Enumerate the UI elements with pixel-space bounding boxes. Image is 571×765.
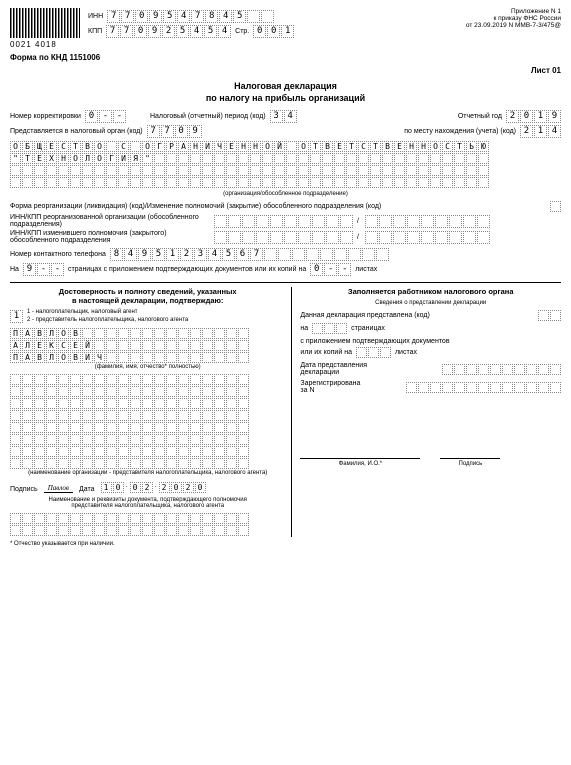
correction-label: Номер корректировки xyxy=(10,113,81,120)
form-code: Форма по КНД 1151006 xyxy=(10,53,561,62)
reg-label: Зарегистрирована за N xyxy=(300,380,360,394)
doc-grid xyxy=(10,513,285,536)
authority-cells: 7709 xyxy=(147,125,202,138)
sheet-num: Лист 01 xyxy=(10,66,561,75)
appendix-text: Приложение N 1 к приказу ФНС России от 2… xyxy=(451,8,561,49)
authority-label: Представляется в налоговый орган (код) xyxy=(10,128,143,135)
year-label: Отчетный год xyxy=(458,113,502,120)
year-cells: 2019 xyxy=(506,110,561,123)
kpp-label: КПП xyxy=(88,28,102,35)
phone-label: Номер контактного телефона xyxy=(10,251,106,258)
sig-label: Подпись xyxy=(10,486,38,493)
reg-cells xyxy=(406,382,561,393)
right-pages-cells xyxy=(312,323,347,334)
tax-declaration-form: 0021 4018 ИНН 7709547845 КПП 770925454 С… xyxy=(0,0,571,555)
signer-name-grid: ПАВЛОВАЛЕКСЕЙПАВЛОВИЧ xyxy=(10,328,285,363)
page-cells: 001 xyxy=(253,25,294,38)
reorg-inn2-label: ИНН/КПП изменившего полномочия (закрытог… xyxy=(10,230,210,244)
date-cells: 10.02.2020 xyxy=(101,482,206,493)
right-title: Заполняется работником налогового органа xyxy=(300,287,561,296)
submitted-label: Данная декларация представлена (код) xyxy=(300,312,429,319)
rep-sub: (наименование организации - представител… xyxy=(10,470,285,476)
right-column: Заполняется работником налогового органа… xyxy=(300,287,561,536)
page-label: Стр. xyxy=(235,28,249,35)
left-title: Достоверность и полноту сведений, указан… xyxy=(10,287,285,305)
role-desc: 1 - налогоплательщик, налоговый агент 2 … xyxy=(27,309,188,323)
location-cells: 214 xyxy=(520,125,561,138)
inn-cells: 7709547845 xyxy=(107,10,274,23)
location-label: по месту нахождения (учета) (код) xyxy=(404,128,516,135)
reorg-label: Форма реорганизации (ликвидация) (код)/И… xyxy=(10,203,546,210)
reorg-kpp2-cells xyxy=(365,231,490,244)
date-label: Дата xyxy=(79,486,95,493)
submitted-cells xyxy=(538,310,561,321)
org-name-grid: ОБЩЕСТВОСОГРАНИЧЕННОЙОТВЕТСТВЕННОСТЬЮ"ТЕ… xyxy=(10,141,561,188)
right-date-label: Дата представления декларации xyxy=(300,362,367,376)
role-cell: 1 xyxy=(10,310,23,323)
reorg-inn-label: ИНН/КПП реорганизованной организации (об… xyxy=(10,214,210,228)
right-attach-cells xyxy=(356,347,391,358)
footnote: * Отчество указывается при наличии. xyxy=(10,541,561,547)
correction-cells: 0-- xyxy=(85,110,126,123)
right-attach-label: с приложением подтверждающих документов xyxy=(300,338,561,345)
left-column: Достоверность и полноту сведений, указан… xyxy=(10,287,292,536)
kpp-cells: 770925454 xyxy=(106,25,231,38)
reorg-inn2-cells xyxy=(214,231,353,244)
doc-label: Наименование и реквизиты документа, подт… xyxy=(10,497,285,509)
attach-text: листах xyxy=(355,266,377,273)
period-cells: 34 xyxy=(270,110,297,123)
rep-grid xyxy=(10,374,285,469)
right-attach2: или их копий на xyxy=(300,349,352,356)
attach-cells: 0-- xyxy=(310,263,351,276)
reorg-cell xyxy=(550,201,561,212)
title: Налоговая декларация по налогу на прибыл… xyxy=(10,81,561,104)
right-sub: Сведения о представлении декларации xyxy=(300,300,561,306)
pages-on: На xyxy=(10,266,19,273)
on-label: на xyxy=(300,325,308,332)
reorg-kpp-cells xyxy=(365,215,490,228)
phone-cells: 84951234567 xyxy=(110,248,389,261)
foot-sig: Подпись xyxy=(440,461,500,467)
name-sub: (фамилия, имя, отчество* полностью) xyxy=(10,364,285,370)
right-date-cells xyxy=(442,364,561,375)
pages-text: страницах с приложением подтверждающих д… xyxy=(68,266,306,273)
reorg-inn-cells xyxy=(214,215,353,228)
foot-fio: Фамилия, И.О.* xyxy=(300,461,420,467)
pages-cells: 9-- xyxy=(23,263,64,276)
signature: Павлов xyxy=(44,484,73,493)
period-label: Налоговый (отчетный) период (код) xyxy=(150,113,266,120)
barcode: 0021 4018 xyxy=(10,8,80,49)
org-sub: (организация/обособленное подразделение) xyxy=(10,191,561,197)
inn-label: ИНН xyxy=(88,13,103,20)
right-attach2-label: листах xyxy=(395,349,417,356)
right-pages-label: страницах xyxy=(351,325,385,332)
